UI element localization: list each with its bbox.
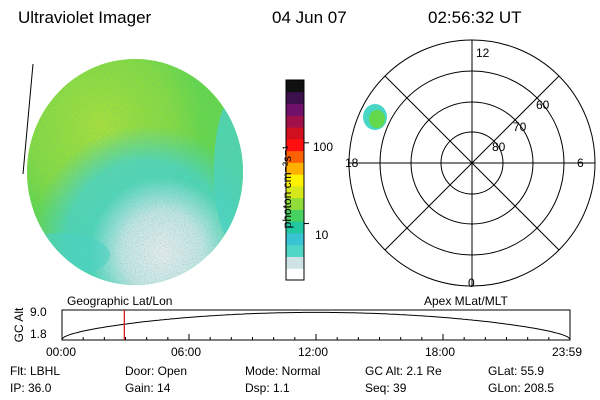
uv-image-disk <box>27 59 243 285</box>
timeline-ytick-1: 1.8 <box>30 327 47 341</box>
glat-readout: GLat: 55.9 <box>488 364 545 378</box>
colorbar-segment <box>286 103 304 116</box>
polar-uv-spot <box>363 104 387 130</box>
colorbar-segment <box>286 162 304 175</box>
mode-readout: Mode: Normal <box>245 364 321 378</box>
lat-label-70: 70 <box>513 120 527 134</box>
colorbar-tick-100: 100 <box>313 140 334 154</box>
lat-label-60: 60 <box>536 98 550 112</box>
gc-alt-readout: GC Alt: 2.1 Re <box>365 364 442 378</box>
mlt-label-12: 12 <box>476 46 490 60</box>
colorbar-segment <box>286 232 304 246</box>
mlt-label-18: 18 <box>345 156 359 170</box>
timeline-plot <box>61 309 571 341</box>
app-title: Ultraviolet Imager <box>18 8 152 27</box>
limb-line <box>22 63 34 175</box>
date-label: 04 Jun 07 <box>272 8 347 27</box>
colorbar-segment <box>286 115 304 128</box>
mlt-label-6: 6 <box>577 156 584 170</box>
colorbar-segment <box>286 221 304 234</box>
polar-plot <box>348 39 596 287</box>
colorbar-segment <box>286 91 304 105</box>
colorbar-segment <box>286 185 304 199</box>
timeline-ytick-9: 9.0 <box>30 305 47 319</box>
dsp-readout: Dsp: 1.1 <box>245 381 290 395</box>
timeline-right-caption: Apex MLat/MLT <box>424 294 508 308</box>
timeline-left-caption: Geographic Lat/Lon <box>67 294 173 308</box>
time-label: 02:56:32 UT <box>428 8 522 27</box>
seq-readout: Seq: 39 <box>365 381 407 395</box>
colorbar-segment <box>286 256 304 269</box>
timeline-xtick-1: 06:00 <box>171 345 202 359</box>
colorbar-segment <box>286 80 304 93</box>
timeline-xtick-2: 12:00 <box>298 345 329 359</box>
lat-label-80: 80 <box>492 140 506 154</box>
filter-readout: Flt: LBHL <box>10 364 61 378</box>
mlt-label-0: 0 <box>468 276 475 290</box>
colorbar-segment <box>286 197 304 210</box>
colorbar <box>285 79 309 281</box>
gain-readout: Gain: 14 <box>125 381 171 395</box>
colorbar-segment <box>286 150 304 163</box>
colorbar-tick-10: 10 <box>315 228 329 242</box>
colorbar-label: photon cm⁻²s⁻¹ <box>280 145 294 229</box>
colorbar-segment <box>286 174 304 187</box>
glon-readout: GLon: 208.5 <box>488 381 555 395</box>
colorbar-segment <box>286 138 304 152</box>
door-readout: Door: Open <box>125 364 188 378</box>
colorbar-segment <box>286 209 304 222</box>
timeline-xtick-0: 00:00 <box>46 345 77 359</box>
colorbar-segment <box>286 127 304 140</box>
ip-readout: IP: 36.0 <box>10 381 52 395</box>
timeline-xtick-3: 18:00 <box>425 345 456 359</box>
colorbar-segment <box>286 244 304 257</box>
timeline-xtick-4: 23:59 <box>552 345 583 359</box>
colorbar-border <box>285 79 305 281</box>
colorbar-segment <box>286 268 304 281</box>
timeline-ylabel: GC Alt <box>12 307 26 343</box>
